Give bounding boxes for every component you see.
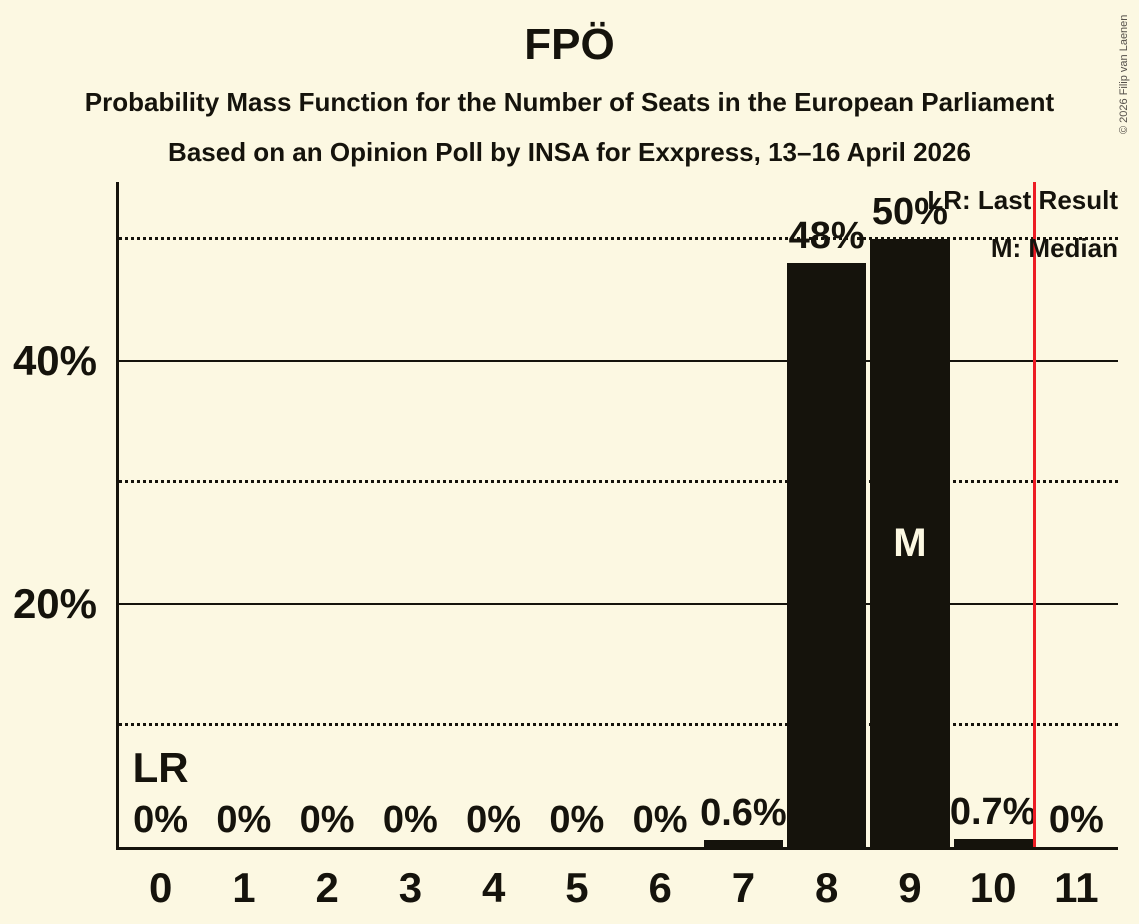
bar-value-label-11: 0% bbox=[1048, 799, 1104, 841]
bar-9 bbox=[870, 239, 950, 847]
bar-8 bbox=[787, 263, 867, 847]
last-result-label: LR bbox=[132, 744, 189, 791]
last-result-line bbox=[1033, 182, 1037, 847]
bar-7 bbox=[703, 839, 783, 847]
x-tick-label-8: 8 bbox=[814, 864, 839, 911]
x-tick-label-0: 0 bbox=[148, 864, 173, 911]
copyright-notice: © 2026 Filip van Laenen bbox=[1118, 14, 1130, 134]
gridline-30 bbox=[119, 480, 1118, 484]
gridline-10 bbox=[119, 723, 1118, 727]
x-tick-label-7: 7 bbox=[731, 864, 756, 911]
bar-value-label-7: 0.6% bbox=[700, 791, 787, 834]
chart-subtitle: Probability Mass Function for the Number… bbox=[84, 87, 1055, 117]
bar-value-label-1: 0% bbox=[216, 799, 272, 841]
bar-value-label-8: 48% bbox=[788, 215, 865, 258]
bar-value-label-5: 0% bbox=[549, 799, 605, 841]
chart-title: FPÖ bbox=[524, 20, 615, 69]
bar-value-label-4: 0% bbox=[466, 799, 522, 841]
bar-10 bbox=[953, 838, 1033, 847]
median-marker: M bbox=[893, 520, 927, 565]
bar-value-label-3: 0% bbox=[382, 799, 438, 841]
legend-median: M: Median bbox=[990, 233, 1118, 263]
gridline-40 bbox=[119, 359, 1118, 362]
legend-last-result: LR: Last Result bbox=[927, 185, 1118, 215]
x-tick-label-6: 6 bbox=[648, 864, 672, 911]
x-tick-label-2: 2 bbox=[315, 864, 339, 911]
x-tick-label-3: 3 bbox=[398, 864, 423, 911]
gridline-50 bbox=[119, 237, 1118, 241]
y-tick-label-40: 40% bbox=[12, 336, 97, 384]
bar-value-label-9: 50% bbox=[871, 191, 948, 234]
bar-value-label-10: 0.7% bbox=[949, 790, 1037, 833]
chart-poll-source-line: Based on an Opinion Poll by INSA for Exx… bbox=[168, 137, 971, 167]
plot-area: 0% 0% 0% 0% 0% 0% 0% 0.6% 48% 50% 0.7% 0% 0 1 2 3 4 5 6 7 8 9… bbox=[13, 182, 1118, 909]
gridline-20 bbox=[119, 602, 1118, 605]
x-tick-label-5: 5 bbox=[565, 864, 589, 911]
x-tick-label-11: 11 bbox=[1054, 864, 1099, 911]
bar-value-label-2: 0% bbox=[299, 799, 355, 841]
x-tick-label-4: 4 bbox=[481, 864, 506, 911]
y-tick-label-20: 20% bbox=[12, 579, 97, 627]
x-tick-label-9: 9 bbox=[898, 864, 922, 911]
bar-value-label-6: 0% bbox=[632, 799, 688, 841]
x-tick-label-10: 10 bbox=[969, 864, 1017, 911]
bar-value-label-0: 0% bbox=[133, 799, 189, 841]
x-tick-label-1: 1 bbox=[232, 864, 256, 911]
